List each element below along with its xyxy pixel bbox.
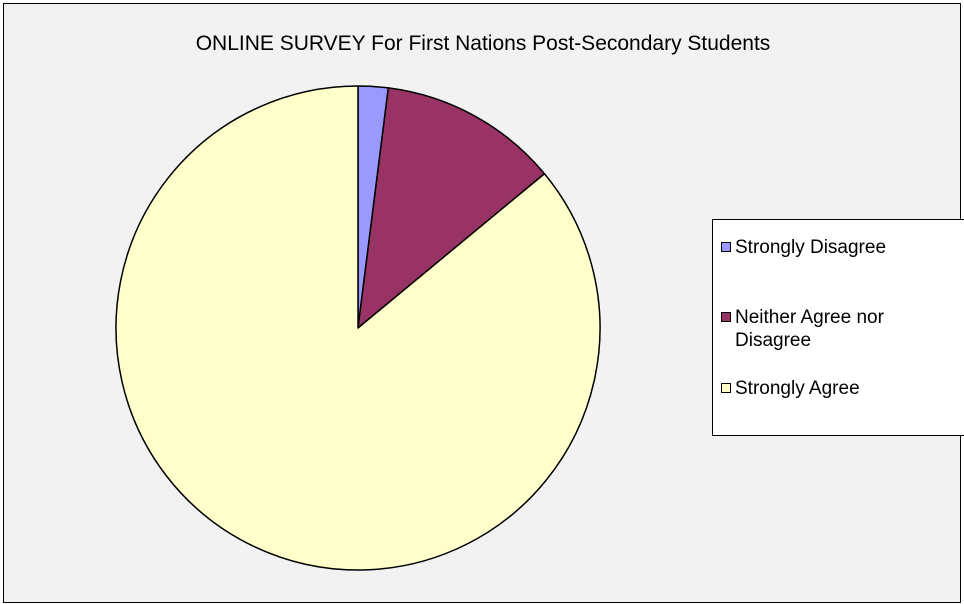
legend-label-neither: Neither Agree nor Disagree bbox=[735, 307, 884, 351]
legend-swatch-strongly-disagree bbox=[721, 242, 731, 252]
legend-swatch-neither bbox=[721, 312, 731, 322]
chart-area: ONLINE SURVEY For First Nations Post-Sec… bbox=[3, 3, 964, 603]
legend-label-strongly-agree: Strongly Agree bbox=[735, 378, 860, 399]
chart-title: ONLINE SURVEY For First Nations Post-Sec… bbox=[195, 32, 771, 55]
pie-chart bbox=[115, 85, 601, 571]
legend-swatch-strongly-agree bbox=[721, 383, 731, 393]
legend-label-strongly-disagree: Strongly Disagree bbox=[735, 237, 887, 258]
legend: Strongly Disagree Neither Agree nor Disa… bbox=[712, 219, 964, 436]
pie-slice-strongly-agree bbox=[115, 85, 601, 571]
pie-slice-neither-agree-nor-disagree bbox=[357, 87, 546, 329]
